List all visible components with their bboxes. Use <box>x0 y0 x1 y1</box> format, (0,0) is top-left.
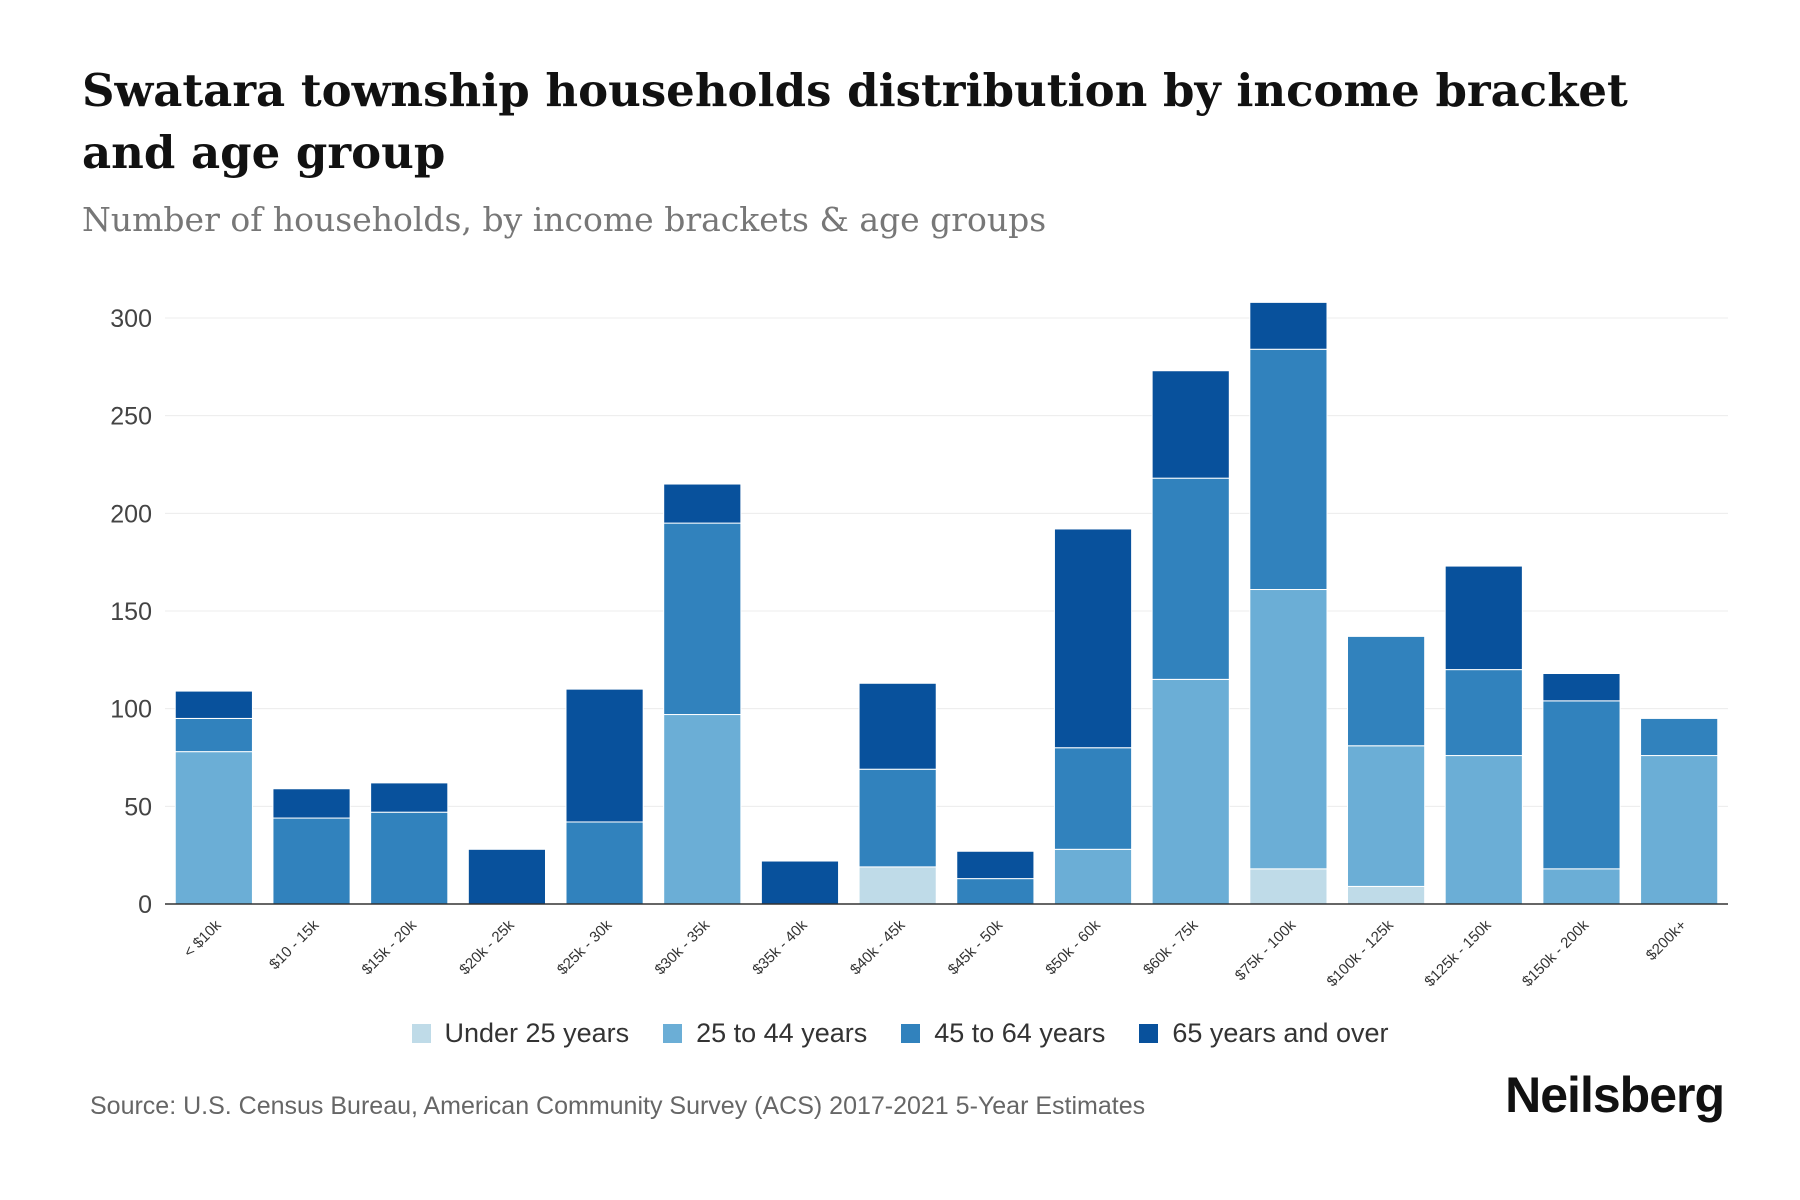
y-tick-label: 100 <box>110 696 152 724</box>
bar-segment <box>1640 755 1719 905</box>
bar-segment <box>1542 868 1621 905</box>
bar-segment <box>565 821 644 905</box>
bar-segment <box>663 522 742 716</box>
bar-segment <box>1444 669 1523 757</box>
stacked-bar-chart: 0 50 100 150 200 250 300 < $10k $10 - 15k $15k -… <box>110 301 1728 990</box>
x-axis-ticks: < $10k $10 - 15k $15k - 20k $20k - 25k $25k … <box>181 916 1691 990</box>
bar-segment <box>760 860 840 905</box>
bar-segment <box>1053 528 1133 749</box>
bar-segment <box>1444 755 1523 905</box>
bar-segment <box>272 788 351 819</box>
chart-legend: Under 25 years 25 to 44 years 45 to 64 yea… <box>0 1018 1800 1049</box>
x-tick-label: $25k - 30k <box>554 916 616 978</box>
bar-segment <box>370 811 449 905</box>
brand-logo: Neilsberg <box>1505 1067 1725 1123</box>
bar-segment <box>1249 348 1328 591</box>
bar-segment <box>1542 700 1621 870</box>
y-axis-ticks: 0 50 100 150 200 250 300 <box>110 305 152 919</box>
chart-subtitle: Number of households, by income brackets… <box>82 200 1047 239</box>
x-tick-label: $50k - 60k <box>1042 916 1104 978</box>
y-tick-label: 150 <box>110 598 152 626</box>
x-tick-label: $15k - 20k <box>358 916 420 978</box>
legend-label: Under 25 years <box>444 1018 630 1048</box>
bar-segment <box>1347 885 1426 905</box>
y-tick-label: 300 <box>110 305 152 333</box>
source-note: Source: U.S. Census Bureau, American Com… <box>90 1092 1146 1120</box>
x-tick-label: < $10k <box>181 916 226 961</box>
bar-segment <box>1151 678 1230 905</box>
bar-segment <box>272 817 351 905</box>
y-tick-label: 50 <box>124 793 152 821</box>
bar-segment <box>663 714 742 905</box>
bar-segment <box>1347 635 1426 747</box>
bar-segment <box>858 866 937 905</box>
legend-swatch <box>901 1024 921 1043</box>
bar-segment <box>565 688 644 823</box>
x-tick-label: $35k - 40k <box>749 916 811 978</box>
x-tick-label: $30k - 35k <box>652 916 714 978</box>
x-tick-label: $200k+ <box>1643 917 1690 964</box>
legend-swatch <box>1139 1024 1159 1043</box>
x-tick-label: $125k - 150k <box>1421 916 1495 990</box>
chart-title: Swatara township households distribution… <box>82 64 1628 179</box>
bar-segment <box>1640 717 1719 757</box>
bar-segment <box>1249 868 1328 905</box>
bar-segment <box>174 690 253 719</box>
x-tick-label: $10 - 15k <box>266 916 323 973</box>
bar-segment <box>1151 370 1230 479</box>
y-tick-label: 200 <box>110 500 152 528</box>
bar-segment <box>858 682 937 770</box>
legend-swatch <box>663 1024 683 1043</box>
legend-swatch <box>411 1024 431 1043</box>
bar-segment <box>1151 477 1230 680</box>
bar-segment <box>1347 745 1426 887</box>
bar-segment <box>1053 848 1133 905</box>
legend-item: Under 25 years <box>411 1018 630 1049</box>
bar-segment <box>174 751 253 905</box>
bar-segment <box>956 878 1035 905</box>
bar-segment <box>1053 747 1133 850</box>
legend-label: 45 to 64 years <box>934 1018 1106 1048</box>
bar-segment <box>663 483 742 524</box>
bar-segment <box>1249 301 1328 350</box>
bar-segment <box>174 717 253 753</box>
x-tick-label: $20k - 25k <box>456 916 518 978</box>
x-tick-label: $40k - 45k <box>847 916 909 978</box>
bar-segment <box>1542 673 1621 702</box>
x-tick-label: $100k - 125k <box>1324 916 1398 990</box>
legend-item: 65 years and over <box>1139 1018 1389 1049</box>
bar-segment <box>858 768 937 868</box>
x-tick-label: $150k - 200k <box>1519 916 1593 990</box>
legend-label: 65 years and over <box>1172 1018 1389 1048</box>
bars <box>174 301 1719 905</box>
bar-segment <box>1444 565 1523 671</box>
y-tick-label: 250 <box>110 403 152 431</box>
legend-item: 45 to 64 years <box>901 1018 1105 1049</box>
x-tick-label: $75k - 100k <box>1232 916 1300 984</box>
bar-segment <box>1249 589 1328 870</box>
x-tick-label: $45k - 50k <box>945 916 1007 978</box>
bar-segment <box>370 782 449 813</box>
bar-segment <box>956 850 1035 880</box>
legend-label: 25 to 44 years <box>696 1018 868 1048</box>
y-tick-label: 0 <box>138 891 152 919</box>
x-tick-label: $60k - 75k <box>1140 916 1202 978</box>
bar-segment <box>467 848 546 905</box>
legend-item: 25 to 44 years <box>663 1018 867 1049</box>
